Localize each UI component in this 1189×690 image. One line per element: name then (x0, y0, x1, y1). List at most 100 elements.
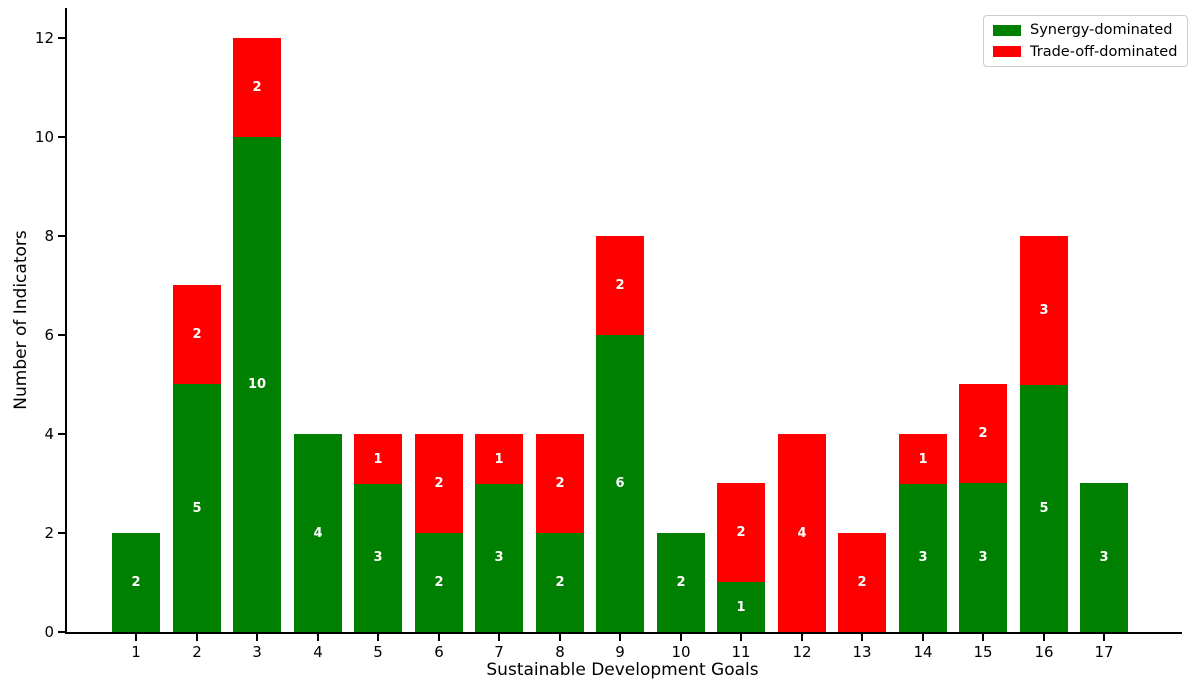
bar-value-label: 1 (373, 451, 383, 467)
bar-segment: 5 (1020, 384, 1068, 632)
x-axis-tick (1043, 634, 1045, 641)
x-axis-tick-label: 2 (192, 643, 202, 661)
bar-segment: 3 (1020, 236, 1068, 385)
x-axis-tick-label: 15 (973, 643, 993, 661)
bar-segment: 1 (717, 582, 765, 632)
x-axis-tick (861, 634, 863, 641)
bar-value-label: 3 (978, 550, 988, 565)
x-axis-tick (801, 634, 803, 641)
x-axis-tick-label: 17 (1094, 643, 1114, 661)
y-axis-tick (58, 334, 65, 336)
y-axis-tick-label: 6 (44, 326, 54, 344)
y-axis-tick-label: 4 (44, 425, 54, 443)
bar-value-label: 1 (736, 599, 746, 615)
y-axis-tick (58, 433, 65, 435)
bar-segment: 10 (233, 137, 281, 632)
legend-swatch-synergy-icon (993, 24, 1021, 36)
x-axis-tick (559, 634, 561, 641)
x-axis-tick-label: 11 (731, 643, 751, 661)
x-axis-tick (438, 634, 440, 641)
bar-segment: 2 (959, 384, 1007, 483)
bar-value-label: 2 (978, 426, 988, 441)
x-axis-tick-label: 13 (852, 643, 872, 661)
bar-segment: 2 (838, 533, 886, 632)
bar-segment: 3 (354, 483, 402, 632)
bar-segment: 2 (536, 434, 584, 533)
y-axis-tick-label: 0 (44, 623, 54, 641)
x-axis-tick-label: 6 (434, 643, 444, 661)
bar-segment: 2 (596, 236, 644, 335)
bar-value-label: 2 (252, 80, 262, 95)
bar-value-label: 4 (797, 525, 807, 541)
bar-value-label: 3 (1039, 303, 1049, 318)
legend-label-synergy: Synergy-dominated (1030, 22, 1173, 38)
bar-value-label: 2 (555, 476, 565, 491)
bar-value-label: 5 (192, 500, 202, 516)
x-axis-tick (135, 634, 137, 641)
bar-value-label: 3 (494, 550, 504, 565)
bar-value-label: 2 (857, 575, 867, 590)
x-axis-tick (982, 634, 984, 641)
bar-value-label: 10 (247, 377, 267, 392)
bar-segment: 3 (475, 483, 523, 632)
bar-segment: 2 (233, 38, 281, 137)
bar-segment: 3 (899, 483, 947, 632)
bar-segment: 2 (657, 533, 705, 632)
bar-segment: 2 (536, 533, 584, 632)
x-axis-tick (1103, 634, 1105, 641)
x-axis-tick (680, 634, 682, 641)
bar-segment: 5 (173, 384, 221, 632)
x-axis-tick-label: 14 (913, 643, 933, 661)
bar-value-label: 1 (918, 451, 928, 467)
y-axis-tick-label: 2 (44, 524, 54, 542)
bar-value-label: 5 (1039, 500, 1049, 516)
bar-segment: 1 (899, 434, 947, 484)
bar-segment: 2 (415, 533, 463, 632)
bar-value-label: 6 (615, 476, 625, 491)
x-axis-tick-label: 8 (555, 643, 565, 661)
bar-value-label: 3 (373, 550, 383, 565)
y-axis-tick (58, 136, 65, 138)
legend-label-tradeoff: Trade-off-dominated (1030, 43, 1178, 60)
bar-value-label: 2 (434, 575, 444, 590)
bar-value-label: 4 (313, 525, 323, 541)
bar-value-label: 3 (918, 550, 928, 565)
x-axis-tick-label: 5 (373, 643, 383, 661)
bar-segment: 2 (173, 285, 221, 384)
x-axis-tick-label: 4 (313, 643, 323, 661)
bar-segment: 3 (959, 483, 1007, 632)
bar-segment: 2 (112, 533, 160, 632)
bar-value-label: 2 (736, 525, 746, 540)
x-axis-tick (498, 634, 500, 641)
x-axis-tick (196, 634, 198, 641)
x-axis-tick (740, 634, 742, 641)
x-axis-tick (256, 634, 258, 641)
x-axis-tick-label: 7 (494, 643, 504, 661)
x-axis-tick-label: 16 (1034, 643, 1054, 661)
y-axis-tick-label: 10 (34, 128, 54, 146)
bar-segment: 1 (354, 434, 402, 484)
y-axis-tick (58, 532, 65, 534)
y-axis-tick-label: 12 (34, 29, 54, 47)
bar-segment: 2 (717, 483, 765, 582)
bar-value-label: 2 (131, 575, 141, 590)
bar-segment: 1 (475, 434, 523, 484)
legend-item-tradeoff: Trade-off-dominated (993, 43, 1178, 60)
x-axis-tick (377, 634, 379, 641)
bar-value-label: 1 (494, 451, 504, 467)
y-axis-tick (58, 631, 65, 633)
bar-segment: 6 (596, 335, 644, 632)
y-axis-title: Number of Indicators (11, 230, 31, 410)
plot-area (65, 8, 1182, 634)
bar-value-label: 2 (615, 278, 625, 293)
x-axis-tick-label: 1 (131, 643, 141, 661)
x-axis-tick (317, 634, 319, 641)
bar-value-label: 2 (434, 476, 444, 491)
x-axis-title: Sustainable Development Goals (486, 660, 759, 680)
y-axis-tick (58, 37, 65, 39)
bar-value-label: 3 (1099, 550, 1109, 565)
legend-item-synergy: Synergy-dominated (993, 23, 1177, 38)
bar-value-label: 2 (555, 575, 565, 590)
x-axis-tick-label: 3 (252, 643, 262, 661)
bar-value-label: 2 (676, 575, 686, 590)
